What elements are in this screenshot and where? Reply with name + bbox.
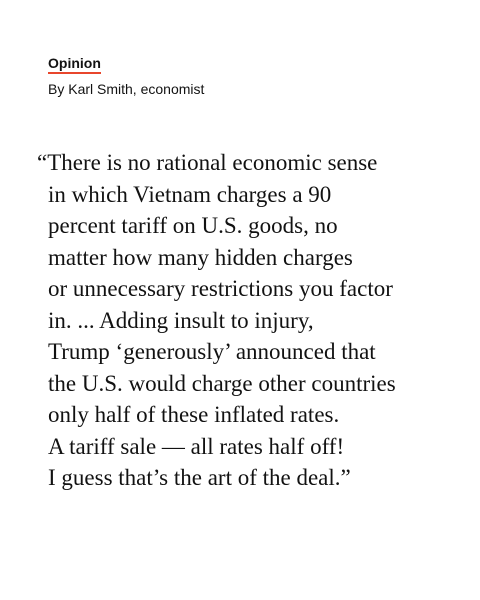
quote-line: I guess that’s the art of the deal.” xyxy=(48,465,351,490)
quote-line: in. ... Adding insult to injury, xyxy=(48,307,314,333)
quote-line: Trump ‘generously’ announced that xyxy=(48,339,376,364)
section-label[interactable]: Opinion xyxy=(48,55,101,74)
article-header: Opinion By Karl Smith, economist xyxy=(48,55,204,98)
quote-line: A tariff sale — all rates half off! xyxy=(48,433,345,459)
quote-line: matter how many hidden charges xyxy=(48,244,353,270)
quote-line: in which Vietnam charges a 90 xyxy=(48,181,332,207)
quote-line: the U.S. would charge other countries xyxy=(48,370,396,396)
quote-line: percent tariff on U.S. goods, no xyxy=(48,213,338,238)
pull-quote: “There is no rational economic sense in … xyxy=(37,147,457,494)
quote-line: only half of these inflated rates. xyxy=(48,402,340,427)
quote-line: or unnecessary restrictions you factor xyxy=(48,276,393,301)
quote-line: “There is no rational economic sense xyxy=(37,150,378,175)
byline: By Karl Smith, economist xyxy=(48,81,205,97)
